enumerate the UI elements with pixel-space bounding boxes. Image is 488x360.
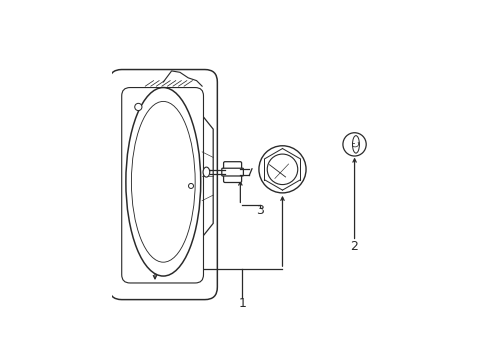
Circle shape [259,146,305,193]
FancyBboxPatch shape [109,69,217,300]
Ellipse shape [125,87,200,276]
Text: 2: 2 [350,240,358,253]
Ellipse shape [203,167,209,177]
FancyBboxPatch shape [122,87,203,283]
Circle shape [267,154,297,185]
Circle shape [135,103,142,111]
FancyBboxPatch shape [223,162,241,183]
Ellipse shape [131,102,195,262]
Polygon shape [202,115,213,237]
Circle shape [342,133,366,156]
Text: 3: 3 [256,204,264,217]
Circle shape [188,184,193,188]
Ellipse shape [352,136,359,153]
Text: 1: 1 [238,297,246,310]
FancyBboxPatch shape [222,168,243,176]
